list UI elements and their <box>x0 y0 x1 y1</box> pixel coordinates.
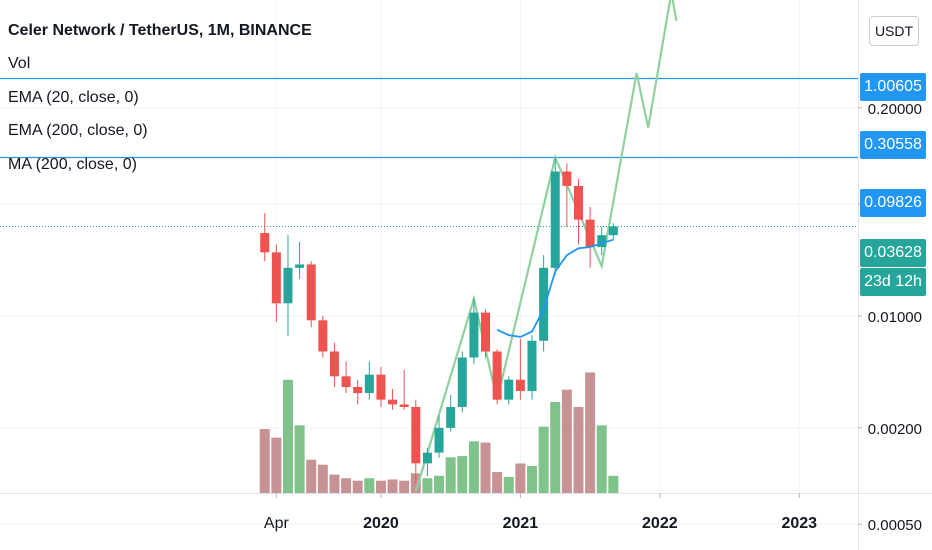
candle-body <box>306 264 316 321</box>
indicator-ma-200[interactable]: MA (200, close, 0) <box>8 156 137 173</box>
y-tick-label: 0.01000 <box>868 309 922 326</box>
y-tick-label: 0.00050 <box>868 517 922 534</box>
volume-bar <box>527 465 537 493</box>
bar-countdown-label: 23d 12h <box>860 268 926 296</box>
x-tick-label: 2022 <box>642 515 678 532</box>
volume-bar <box>364 478 375 493</box>
volume-bar <box>375 480 386 493</box>
level-label-2: 0.30558 <box>860 131 926 159</box>
volume-bar <box>422 478 433 493</box>
candle-body <box>271 252 281 304</box>
candle-body <box>550 171 560 268</box>
time-axis[interactable]: Apr 2020 2021 2022 2023 <box>264 493 817 532</box>
volume-bar <box>492 472 503 493</box>
volume-bar <box>561 389 572 493</box>
candle-body <box>353 386 363 394</box>
candle-body <box>492 351 502 400</box>
candle-body <box>260 233 270 253</box>
volume-bar <box>317 464 328 493</box>
candle-body <box>469 312 479 358</box>
candle-body <box>295 264 305 268</box>
candle-body <box>399 404 409 407</box>
volume-bar <box>468 441 479 493</box>
candle-body <box>318 320 328 352</box>
x-tick-label: Apr <box>264 515 290 532</box>
x-tick-label: 2021 <box>503 515 539 532</box>
candle-body <box>527 340 537 391</box>
candle-body <box>608 226 618 236</box>
candle-body <box>364 374 374 394</box>
volume-bar <box>259 429 270 493</box>
x-tick-label: 2023 <box>781 515 817 532</box>
volume-bar <box>399 480 410 493</box>
volume-bar <box>608 475 619 493</box>
candle-body <box>481 312 491 352</box>
indicator-ema-200[interactable]: EMA (200, close, 0) <box>8 122 148 139</box>
candle-body <box>411 406 421 464</box>
candle-body <box>388 399 398 405</box>
ema-line <box>496 238 614 338</box>
volume-bar <box>352 480 363 493</box>
volume-bar <box>434 475 445 493</box>
volume-bar <box>503 477 514 493</box>
candle-body <box>329 351 339 377</box>
candle-body <box>434 427 444 453</box>
volume-bar <box>550 401 561 493</box>
horizontal-levels[interactable] <box>0 0 858 227</box>
currency-unit-button[interactable]: USDT <box>869 16 919 46</box>
candle-body <box>341 376 351 387</box>
volume-bar <box>457 456 468 493</box>
chart-title: Celer Network / TetherUS, 1M, BINANCE <box>8 22 312 39</box>
candle-body <box>515 379 525 391</box>
volume-bar <box>445 457 456 493</box>
y-tick-label: 0.00200 <box>868 421 922 438</box>
candle-body <box>457 357 467 407</box>
candle-body <box>597 235 607 247</box>
volume-bar <box>573 406 584 493</box>
ema-polyline <box>496 238 614 338</box>
candle-body <box>562 171 572 186</box>
volume-bar <box>387 479 398 493</box>
volume-bar <box>294 425 305 493</box>
y-tick-label: 0.20000 <box>868 101 922 118</box>
candle-body <box>446 406 456 428</box>
indicator-ema-20[interactable]: EMA (20, close, 0) <box>8 89 139 106</box>
volume-bar <box>585 372 596 493</box>
volume-bar <box>538 426 549 493</box>
candlesticks <box>260 157 618 484</box>
candle-body <box>539 267 549 341</box>
x-tick-label: 2020 <box>363 515 399 532</box>
volume-bar <box>271 437 282 493</box>
volume-bar <box>596 425 607 493</box>
volume-bar <box>480 442 491 493</box>
volume-bar <box>341 478 352 493</box>
volume-bar <box>515 463 526 493</box>
candle-body <box>504 379 514 400</box>
candle-body <box>376 374 386 400</box>
candle-body <box>585 219 595 247</box>
candle-body <box>573 185 583 220</box>
candle-body <box>283 267 293 304</box>
current-price-label: 0.03628 <box>860 239 926 267</box>
volume-bar <box>282 379 293 493</box>
candle-body <box>422 452 432 464</box>
volume-bar <box>306 459 317 493</box>
volume-bars <box>259 372 619 493</box>
level-label-1: 1.00605 <box>860 73 926 101</box>
level-label-3: 0.09826 <box>860 189 926 217</box>
volume-bar <box>329 474 340 493</box>
indicator-vol[interactable]: Vol <box>8 55 31 72</box>
